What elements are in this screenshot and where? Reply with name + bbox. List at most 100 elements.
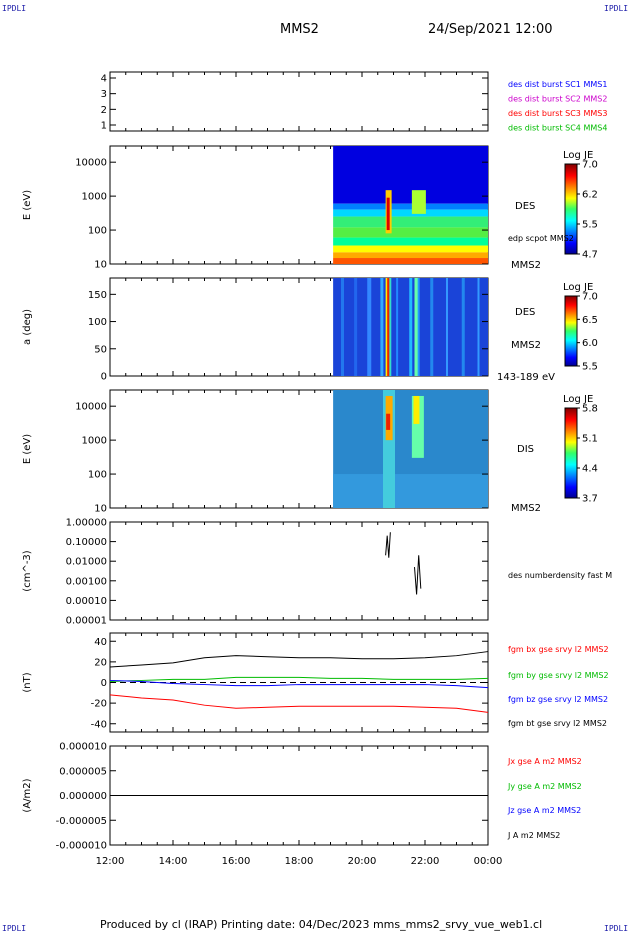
des-pitch-ytick: 100	[88, 317, 107, 328]
density-ylabel: (cm^-3)	[22, 550, 33, 591]
burst-ytick: 4	[101, 74, 107, 85]
des-pitch-range-label: 143-189 eV	[497, 372, 555, 383]
panel-frame-0	[109, 71, 489, 132]
current-legend-4: J A m2 MMS2	[507, 831, 560, 840]
fgm-trace-4	[109, 651, 489, 668]
fgm-trace-1	[109, 694, 489, 713]
xtick-label: 22:00	[411, 856, 440, 867]
dis-energy-ytick: 1000	[82, 436, 107, 447]
burst-ytick: 2	[101, 105, 107, 116]
des-energy-colorbar	[564, 163, 578, 255]
fgm-ytick: -20	[91, 699, 107, 710]
xtick-label: 00:00	[474, 856, 503, 867]
des-pitch-sc-label: MMS2	[511, 340, 541, 351]
datetime-title: 24/Sep/2021 12:00	[428, 22, 553, 37]
burst-ytick: 3	[101, 89, 107, 100]
des-pitch-colorbar-tick: 5.5	[582, 362, 598, 373]
current-legend-1: Jx gse A m2 MMS2	[507, 757, 582, 766]
fgm-legend-1: fgm bx gse srvy l2 MMS2	[508, 645, 609, 654]
des-pitch-colorbar-tick: 7.0	[582, 292, 598, 303]
fgm-ytick: 20	[94, 657, 107, 668]
footer-text: Produced by cl (IRAP) Printing date: 04/…	[100, 918, 543, 931]
dis-energy-sc-label: MMS2	[511, 503, 541, 514]
current-ytick: -0.000005	[56, 816, 107, 827]
des-energy-ytick: 1000	[82, 192, 107, 203]
burst-legend-3: des dist burst SC3 MMS3	[508, 109, 607, 118]
spacecraft-title: MMS2	[280, 22, 319, 37]
xtick-label: 16:00	[222, 856, 251, 867]
current-ytick: 0.000000	[59, 791, 107, 802]
des-energy-colorbar-title: Log JE	[563, 150, 593, 161]
xtick-label: 20:00	[348, 856, 377, 867]
fgm-ytick: 0	[101, 678, 107, 689]
des-energy-ytick: 10000	[75, 158, 107, 169]
des-pitch-ytick: 150	[88, 290, 107, 301]
des-pitch-ytick: 0	[101, 372, 107, 383]
dis-energy-ylabel: E (eV)	[22, 434, 33, 464]
des-energy-scpot-label: edp scpot MMS2	[508, 234, 574, 243]
des-energy-ytick: 100	[88, 226, 107, 237]
current-ytick: 0.000010	[59, 742, 107, 753]
des-energy-ylabel: E (eV)	[22, 190, 33, 220]
dis-energy-spectrogram	[333, 390, 488, 508]
fgm-ylabel: (nT)	[22, 672, 33, 692]
density-ytick: 0.00100	[66, 576, 107, 587]
des-pitch-colorbar-title: Log JE	[563, 282, 593, 293]
dis-energy-colorbar-tick: 5.8	[582, 404, 598, 415]
burst-legend-4: des dist burst SC4 MMS4	[508, 124, 607, 133]
burst-legend-1: des dist burst SC1 MMS1	[508, 80, 607, 89]
dis-energy-ytick: 10	[94, 504, 107, 515]
dis-energy-label: DIS	[517, 444, 534, 455]
fgm-ytick: -40	[91, 719, 107, 730]
burst-ytick: 1	[101, 121, 107, 132]
dis-energy-colorbar-tick: 5.1	[582, 434, 598, 445]
burst-legend-2: des dist burst SC2 MMS2	[508, 95, 607, 104]
panel-frame-4	[109, 521, 489, 621]
dis-energy-ytick: 10000	[75, 402, 107, 413]
des-energy-spectrogram	[333, 146, 488, 264]
corner-label-tr: IPDLI	[604, 4, 629, 13]
current-legend-2: Jy gse A m2 MMS2	[507, 782, 582, 791]
density-ytick: 0.00010	[66, 596, 107, 607]
fgm-trace-3	[109, 679, 489, 689]
des-energy-colorbar-tick: 5.5	[582, 220, 598, 231]
des-energy-ytick: 10	[94, 260, 107, 271]
des-pitch-ylabel: a (deg)	[22, 309, 33, 345]
xtick-label: 14:00	[159, 856, 188, 867]
xtick-label: 12:00	[96, 856, 125, 867]
des-pitch-colorbar-tick: 6.5	[582, 315, 598, 326]
des-energy-sc-label: MMS2	[511, 260, 541, 271]
des-energy-colorbar-tick: 7.0	[582, 160, 598, 171]
fgm-legend-3: fgm bz gse srvy l2 MMS2	[508, 695, 608, 704]
density-ytick: 0.01000	[66, 557, 107, 568]
corner-label-tl: IPDLI	[2, 4, 27, 13]
current-legend-3: Jz gse A m2 MMS2	[507, 806, 581, 815]
des-pitch-colorbar-tick: 6.0	[582, 338, 598, 349]
des-energy-colorbar-tick: 6.2	[582, 190, 598, 201]
dis-energy-ytick: 100	[88, 470, 107, 481]
fgm-ytick: 40	[94, 637, 107, 648]
fgm-legend-4: fgm bt gse srvy l2 MMS2	[508, 719, 607, 728]
des-pitch-label: DES	[515, 307, 535, 318]
dis-energy-colorbar-title: Log JE	[563, 394, 593, 405]
corner-label-br: IPDLI	[604, 924, 629, 933]
xtick-label: 18:00	[285, 856, 314, 867]
current-ytick: -0.000010	[56, 841, 107, 852]
dis-energy-colorbar-tick: 4.4	[582, 464, 598, 475]
density-legend: des numberdensity fast M	[508, 571, 612, 580]
current-ytick: 0.000005	[59, 766, 107, 777]
current-ylabel: (A/m2)	[22, 778, 33, 812]
des-pitch-colorbar	[564, 295, 578, 367]
density-ytick: 0.00001	[66, 616, 107, 627]
density-ytick: 0.10000	[66, 537, 107, 548]
density-ytick: 1.00000	[66, 518, 107, 529]
density-trace-2	[414, 555, 422, 595]
des-pitch-ytick: 50	[94, 344, 107, 355]
fgm-legend-2: fgm by gse srvy l2 MMS2	[508, 671, 609, 680]
des-pitch-spectrogram	[333, 278, 488, 376]
density-trace-1	[385, 532, 391, 558]
corner-label-bl: IPDLI	[2, 924, 27, 933]
des-energy-colorbar-tick: 4.7	[582, 250, 598, 261]
dis-energy-colorbar-tick: 3.7	[582, 494, 598, 505]
